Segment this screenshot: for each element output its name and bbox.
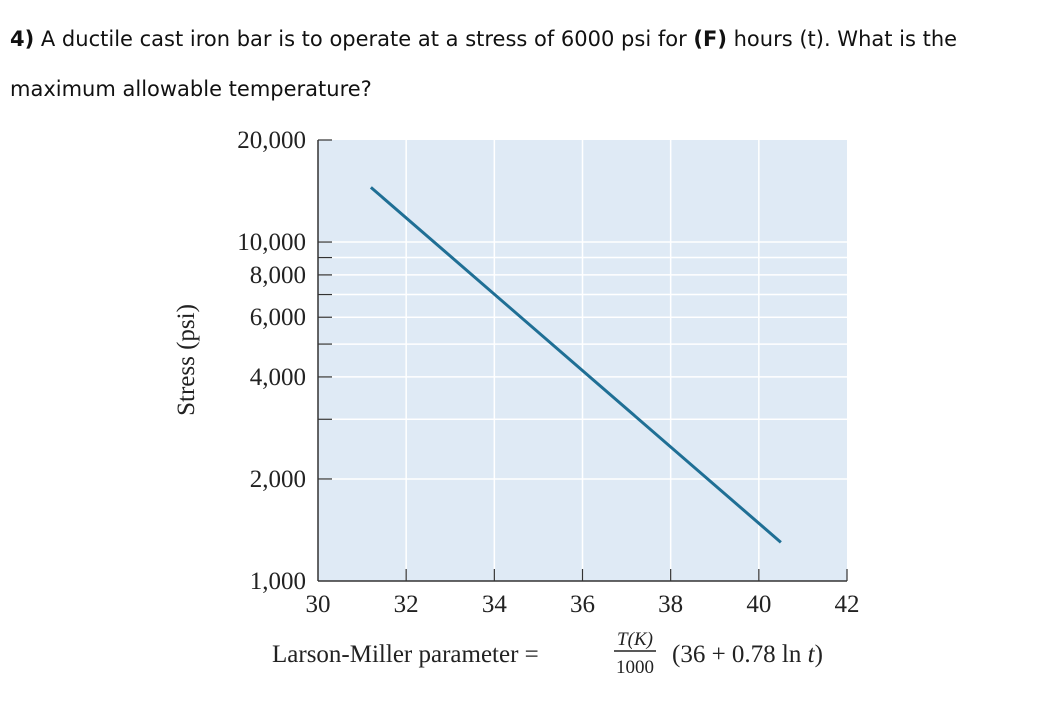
x-tick-label: 40: [746, 591, 771, 618]
series: [369, 186, 782, 544]
formula-close: ): [815, 641, 823, 668]
y-tick-label: 4,000: [250, 364, 306, 391]
x-axis-label-text: Larson-Miller parameter =: [272, 641, 539, 668]
y-tick-label: 8,000: [250, 262, 306, 289]
y-tick-label: 1,000: [250, 568, 306, 595]
question-text-before: A ductile cast iron bar is to operate at…: [34, 27, 694, 51]
y-axis-label: Stress (psi): [173, 304, 200, 416]
question-variable: (F): [693, 27, 727, 51]
y-tick-label: 2,000: [250, 466, 306, 493]
x-tick-label: 38: [658, 591, 683, 618]
x-tick-label: 36: [570, 591, 595, 618]
y-tick-label: 20,000: [237, 127, 306, 154]
x-axis-label: Larson-Miller parameter = T(K) 1000 (36 …: [272, 629, 823, 678]
x-tick-labels: 30 32 34 36 38 40 42: [306, 591, 860, 618]
grid: [318, 140, 847, 581]
formula-variable: t: [808, 641, 816, 668]
y-tick-label: 10,000: [237, 229, 306, 256]
x-tick-label: 32: [394, 591, 419, 618]
question-text-after: hours (t). What is the maximum allowable…: [10, 27, 958, 101]
y-tick-labels: 1,000 2,000 4,000 6,000 8,000 10,000 20,000: [237, 127, 306, 595]
question-text: 4) A ductile cast iron bar is to operate…: [10, 14, 1040, 114]
axes: [317, 139, 848, 582]
x-tick-label: 30: [306, 591, 331, 618]
formula-denominator: 1000: [616, 657, 654, 678]
x-tick-label: 42: [835, 591, 860, 618]
formula-expression: (36 + 0.78 ln t): [672, 641, 823, 668]
formula-expression-main: (36 + 0.78 ln: [672, 641, 808, 668]
series-line: [369, 186, 782, 544]
y-tick-label: 6,000: [250, 304, 306, 331]
x-tick-label: 34: [482, 591, 508, 618]
formula-numerator: T(K): [617, 629, 653, 650]
question-number: 4): [10, 27, 35, 51]
